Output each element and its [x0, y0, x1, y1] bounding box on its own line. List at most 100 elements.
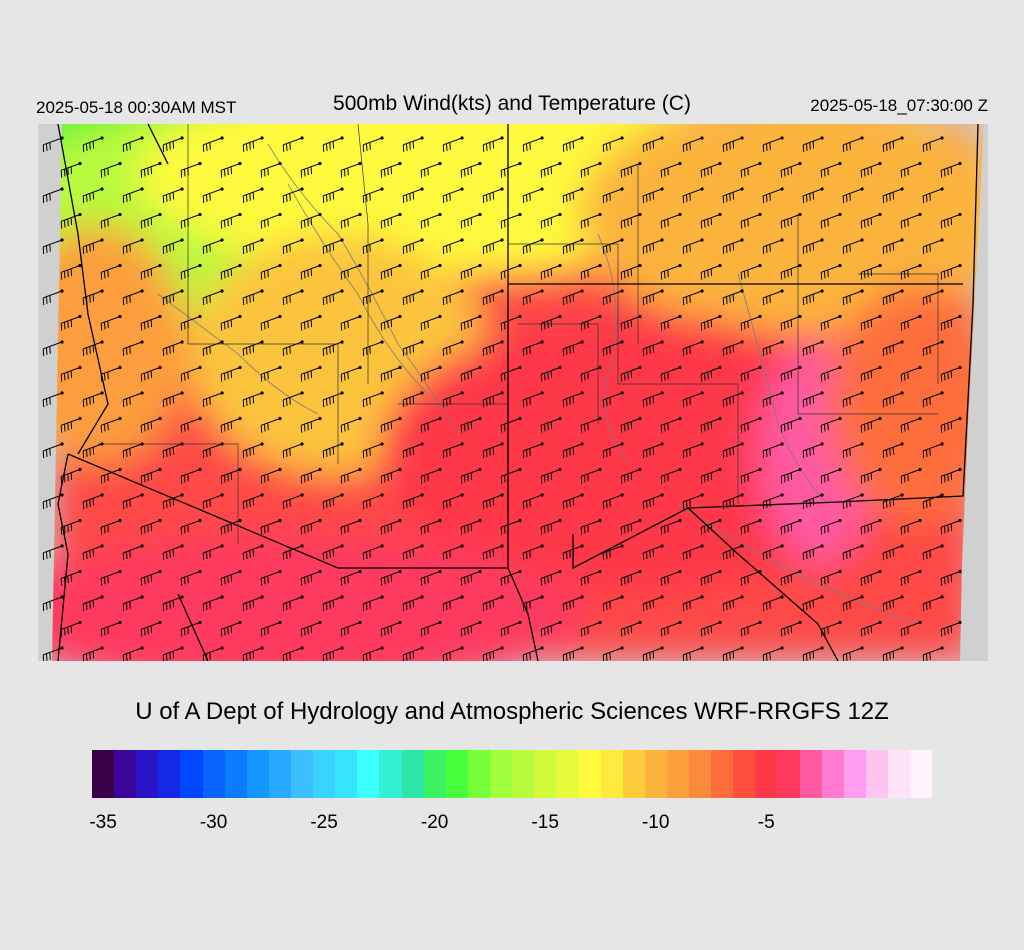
wind-barb-station	[158, 161, 162, 166]
wind-barb-station	[460, 493, 464, 497]
wind-barb-station	[820, 289, 824, 293]
wind-barb-station	[260, 544, 264, 548]
wind-barb	[82, 239, 103, 255]
wind-barb-station	[318, 518, 322, 523]
colorbar-cell	[202, 750, 225, 798]
wind-barb	[882, 239, 903, 255]
wind-barb-station	[420, 442, 424, 446]
wind-barb	[940, 316, 961, 331]
wind-barb-station	[180, 493, 184, 497]
wind-barb	[242, 239, 263, 255]
wind-barb	[562, 239, 583, 255]
wind-barb-station	[180, 289, 184, 293]
wind-barb-station	[820, 136, 824, 140]
wind-barb-station	[78, 365, 82, 370]
wind-barb	[460, 316, 481, 331]
wind-barb	[340, 367, 361, 382]
wind-barb	[762, 290, 783, 306]
wind-barb	[300, 367, 321, 382]
wind-barb-station	[580, 136, 584, 140]
wind-barb	[220, 418, 241, 433]
map-canvas	[38, 124, 988, 661]
wind-barb	[282, 188, 303, 204]
wind-barb-station	[900, 289, 904, 293]
colorbar-cell	[688, 750, 712, 798]
wind-barb	[42, 239, 63, 255]
wind-barb	[362, 137, 383, 153]
wind-barb	[722, 494, 743, 510]
wind-barb	[642, 239, 663, 255]
wind-barb-station	[900, 595, 904, 599]
wind-barb-station	[238, 212, 242, 217]
wind-barb	[540, 265, 561, 280]
wind-barb-station	[820, 493, 824, 497]
wind-barb	[780, 418, 801, 433]
wind-barb-station	[220, 289, 224, 293]
wind-barb-station	[358, 620, 362, 625]
wind-barb-station	[78, 314, 82, 319]
wind-barb-station	[340, 595, 344, 599]
wind-barb-station	[940, 187, 944, 191]
wind-barb	[900, 418, 921, 433]
wind-barb	[380, 469, 401, 484]
wind-barb	[860, 214, 881, 229]
colorbar-cell	[644, 750, 667, 798]
wind-barb-station	[358, 467, 362, 472]
colorbar-cell	[843, 750, 866, 798]
wind-barb	[602, 188, 623, 204]
wind-barb-station	[620, 493, 624, 497]
wind-barb-station	[860, 493, 864, 497]
wind-barb-station	[700, 238, 704, 242]
wind-barb	[620, 265, 641, 280]
wind-barb	[122, 188, 143, 204]
wind-barb-station	[820, 442, 824, 446]
wind-barb	[162, 392, 183, 408]
wind-barb-station	[918, 212, 922, 217]
wind-barb	[882, 341, 903, 357]
wind-barb	[442, 647, 463, 661]
wind-barb	[780, 316, 801, 331]
wind-barb-station	[660, 442, 664, 446]
colorbar-cell	[711, 750, 734, 798]
wind-barb	[220, 622, 241, 637]
wind-barb-station	[158, 314, 162, 319]
wind-barb	[722, 137, 743, 153]
wind-barb-station	[140, 340, 144, 344]
wind-barb-station	[198, 314, 202, 319]
wind-barb	[482, 392, 503, 408]
wind-barb-station	[460, 289, 464, 293]
wind-barb-station	[60, 442, 64, 446]
wind-barb-station	[478, 569, 482, 574]
wind-barb-station	[300, 238, 304, 242]
wind-barb	[500, 316, 521, 331]
colorbar-cell	[755, 750, 778, 798]
wind-barb-station	[860, 340, 864, 344]
wind-barb-station	[118, 212, 122, 217]
wind-barb-station	[638, 161, 642, 166]
wind-barb	[780, 214, 801, 229]
wind-barb-station	[780, 493, 784, 497]
wind-barb-station	[620, 289, 624, 293]
wind-barb-station	[78, 212, 82, 217]
wind-barb	[580, 520, 601, 535]
wind-barb	[60, 163, 81, 178]
wind-barb	[700, 520, 721, 535]
wind-barb-station	[780, 187, 784, 191]
wind-barb-station	[860, 136, 864, 140]
wind-barb	[82, 545, 103, 561]
wind-barb	[682, 596, 703, 612]
wind-barb-station	[278, 467, 282, 472]
wind-barb	[300, 214, 321, 229]
wind-barb	[540, 367, 561, 382]
wind-barb-station	[558, 518, 562, 523]
wind-barb-station	[900, 646, 904, 650]
wind-barb-station	[580, 391, 584, 395]
wind-barb-station	[198, 569, 202, 574]
wind-barb-station	[238, 620, 242, 625]
wind-barb-station	[678, 161, 682, 166]
wind-barb	[82, 494, 103, 510]
wind-barb-station	[518, 518, 522, 523]
wind-barb-station	[238, 467, 242, 472]
wind-barb	[402, 596, 423, 612]
wind-barb	[60, 622, 81, 637]
